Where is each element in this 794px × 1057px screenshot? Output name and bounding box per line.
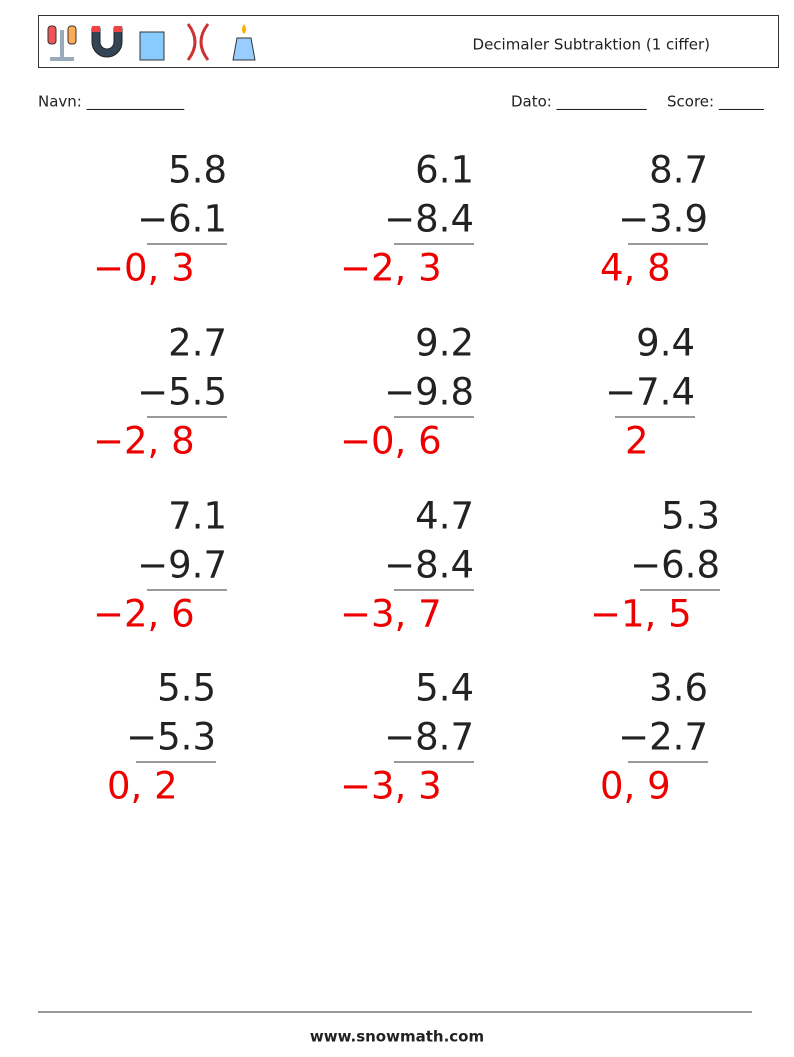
top-number: 9.2 bbox=[415, 322, 474, 365]
footer: www.snowmath.com bbox=[310, 1028, 484, 1046]
bottom-number: −8.7 bbox=[384, 716, 474, 759]
answer: −1, 5 bbox=[590, 593, 692, 636]
bottom-number: −7.4 bbox=[605, 371, 695, 414]
icons bbox=[47, 23, 256, 61]
answer: −2, 6 bbox=[93, 593, 195, 636]
bottom-number: −6.1 bbox=[137, 198, 227, 241]
top-number: 9.4 bbox=[636, 322, 695, 365]
answer: −3, 3 bbox=[340, 765, 442, 808]
top-number: 2.7 bbox=[168, 322, 227, 365]
answer: −2, 3 bbox=[340, 247, 442, 290]
bottom-number: −5.5 bbox=[137, 371, 227, 414]
bottom-number: −9.8 bbox=[384, 371, 474, 414]
header-box bbox=[38, 15, 779, 68]
bottom-number: −6.8 bbox=[630, 544, 720, 587]
answer: 2 bbox=[625, 420, 649, 463]
top-number: 5.5 bbox=[157, 667, 216, 710]
score-field: Score: ______ bbox=[667, 93, 764, 112]
top-number: 5.3 bbox=[661, 495, 720, 538]
title: Decimaler Subtraktion (1 ciffer) bbox=[473, 36, 710, 54]
answer: 0, 2 bbox=[107, 765, 178, 808]
bottom-number: −5.3 bbox=[126, 716, 216, 759]
top-number: 5.4 bbox=[415, 667, 474, 710]
top-number: 6.1 bbox=[415, 149, 474, 192]
answer: 4, 8 bbox=[600, 247, 671, 290]
top-number: 3.6 bbox=[649, 667, 708, 710]
top-number: 4.7 bbox=[415, 495, 474, 538]
answer: 0, 9 bbox=[600, 765, 671, 808]
bottom-number: −8.4 bbox=[384, 544, 474, 587]
bottom-number: −8.4 bbox=[384, 198, 474, 241]
bottom-number: −3.9 bbox=[618, 198, 708, 241]
top-number: 7.1 bbox=[168, 495, 227, 538]
date-field: Dato: ____________ bbox=[511, 93, 647, 112]
answer: −3, 7 bbox=[340, 593, 442, 636]
bottom-number: −9.7 bbox=[137, 544, 227, 587]
answer: −0, 6 bbox=[340, 420, 442, 463]
name-field: Navn: _____________ bbox=[38, 93, 185, 112]
answer: −2, 8 bbox=[93, 420, 195, 463]
top-number: 8.7 bbox=[649, 149, 708, 192]
answer: −0, 3 bbox=[93, 247, 195, 290]
bottom-number: −2.7 bbox=[618, 716, 708, 759]
top-number: 5.8 bbox=[168, 149, 227, 192]
